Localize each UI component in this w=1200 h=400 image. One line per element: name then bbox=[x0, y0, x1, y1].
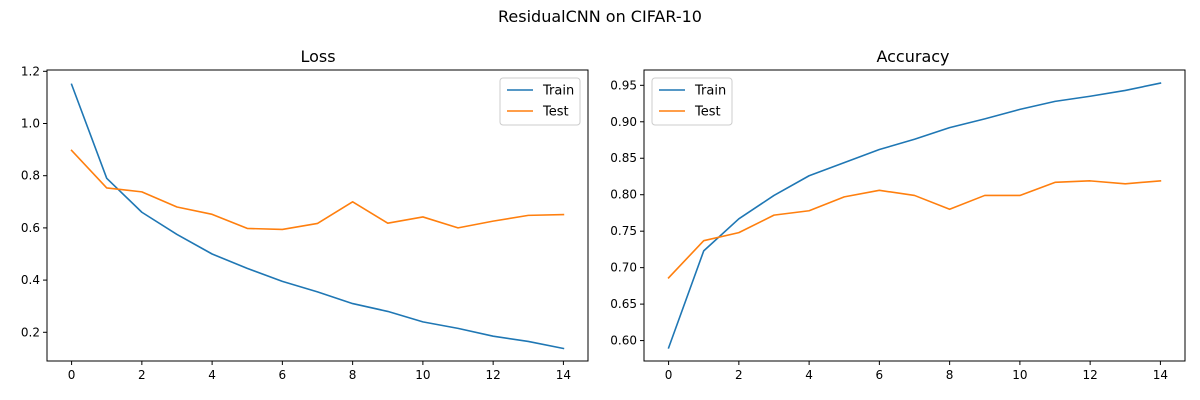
loss-series-test-line bbox=[70, 149, 565, 231]
loss-y-tick-label: 0.2 bbox=[21, 325, 40, 339]
accuracy-y-tick-label: 0.80 bbox=[610, 188, 637, 202]
accuracy-x-tick-label: 8 bbox=[946, 368, 954, 382]
accuracy-legend-train-label: Train bbox=[694, 84, 726, 99]
loss-legend: Train Test bbox=[499, 77, 581, 126]
accuracy-legend: Train Test bbox=[651, 77, 733, 126]
accuracy-panel: Accuracy 0 2 4 6 8 10 12 14 0.60 0.65 0.70 0.75 0.80… bbox=[610, 47, 1186, 382]
accuracy-series-test-line bbox=[667, 179, 1162, 279]
accuracy-y-tick-label: 0.70 bbox=[610, 261, 637, 275]
loss-y-tick-label: 0.6 bbox=[21, 221, 40, 235]
accuracy-y-tick-label: 0.60 bbox=[610, 334, 637, 348]
accuracy-axes-frame bbox=[643, 69, 1186, 362]
loss-y-tick-label: 0.8 bbox=[21, 169, 40, 183]
loss-axes-frame bbox=[46, 69, 589, 362]
loss-x-tick-label: 2 bbox=[138, 368, 146, 382]
loss-panel: Loss 0 2 4 6 8 10 12 140.20.40.60.81.01.2TrainT… bbox=[21, 47, 589, 382]
loss-x-tick-label: 10 bbox=[415, 368, 430, 382]
accuracy-y-tick-label: 0.65 bbox=[610, 297, 637, 311]
accuracy-legend-test-label: Test bbox=[694, 105, 721, 120]
accuracy-series-train-line bbox=[667, 82, 1162, 349]
accuracy-x-tick-label: 0 bbox=[665, 368, 673, 382]
loss-legend-train-label: Train bbox=[542, 84, 574, 99]
figure-title: ResidualCNN on CIFAR-10 bbox=[498, 7, 702, 26]
loss-x-tick-label: 8 bbox=[349, 368, 357, 382]
accuracy-x-tick-label: 10 bbox=[1012, 368, 1027, 382]
loss-y-tick-label: 0.4 bbox=[21, 273, 40, 287]
accuracy-x-tick-label: 2 bbox=[735, 368, 743, 382]
accuracy-y-tick-label: 0.85 bbox=[610, 151, 637, 165]
loss-y-tick-label: 1.0 bbox=[21, 117, 40, 131]
accuracy-x-tick-label: 6 bbox=[876, 368, 884, 382]
loss-y-tick-label: 1.2 bbox=[21, 64, 40, 78]
accuracy-chart-title: Accuracy bbox=[876, 47, 949, 66]
loss-x-tick-label: 4 bbox=[208, 368, 216, 382]
loss-x-tick-label: 6 bbox=[279, 368, 287, 382]
loss-x-tick-label: 12 bbox=[486, 368, 501, 382]
loss-chart-title: Loss bbox=[300, 47, 335, 66]
loss-series-train-line bbox=[70, 83, 565, 350]
loss-x-tick-label: 14 bbox=[556, 368, 571, 382]
accuracy-y-tick-label: 0.75 bbox=[610, 224, 637, 238]
loss-x-tick-label: 0 bbox=[68, 368, 76, 382]
accuracy-y-tick-label: 0.95 bbox=[610, 78, 637, 92]
loss-legend-test-label: Test bbox=[542, 105, 569, 120]
accuracy-x-tick-label: 12 bbox=[1083, 368, 1098, 382]
accuracy-y-tick-label: 0.90 bbox=[610, 115, 637, 129]
accuracy-x-tick-label: 4 bbox=[805, 368, 813, 382]
accuracy-x-tick-label: 14 bbox=[1153, 368, 1168, 382]
